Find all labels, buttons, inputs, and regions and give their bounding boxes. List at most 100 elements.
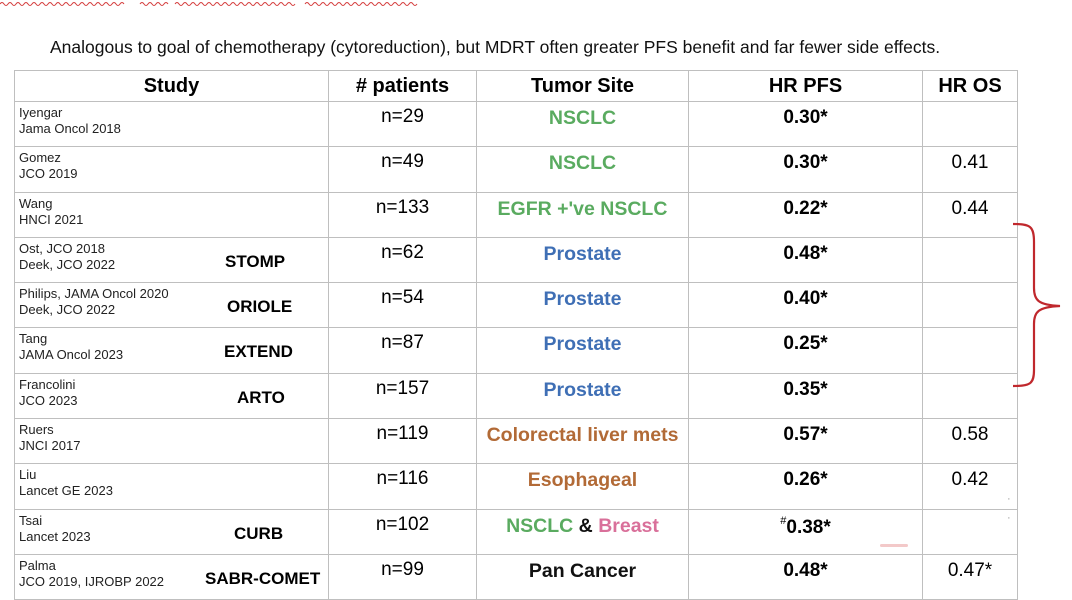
header-tumor-site: Tumor Site xyxy=(476,70,689,102)
trial-name: SABR-COMET xyxy=(205,568,321,588)
hr-pfs-cell: 0.22* xyxy=(688,191,923,238)
tumor-site-cell: EGFR +'ve NSCLC xyxy=(476,191,689,238)
tumor-site-cell: NSCLC & Breast xyxy=(476,508,689,555)
patients-cell: n=54 xyxy=(328,282,477,329)
study-reference-line2: Lancet 2023 xyxy=(19,528,91,544)
header-study: Study xyxy=(14,70,329,102)
trial-name: STOMP xyxy=(225,251,286,271)
study-reference-line2: JCO 2023 xyxy=(19,392,78,408)
prostate-group-brace xyxy=(1012,222,1061,388)
study-reference-line1: Liu xyxy=(19,467,37,483)
table-row: Ost, JCO 2018 Deek, JCO 2022 STOMP n=62 Pros… xyxy=(14,236,1018,284)
tumor-site-cell: Prostate xyxy=(476,327,689,374)
hr-pfs-footnote-mark: # xyxy=(780,514,787,527)
table-body: Iyengar Jama Oncol 2018 n=29 NSCLC 0.30* Gome… xyxy=(14,100,1018,600)
tumor-site-cell: Prostate xyxy=(476,282,689,329)
tumor-site-part: Breast xyxy=(598,514,659,537)
table-row: Palma JCO 2019, IJROBP 2022 SABR-COMET n=99… xyxy=(14,553,1018,600)
hr-os-cell: 0.47* xyxy=(922,553,1018,600)
study-reference: Iyengar Jama Oncol 2018 xyxy=(19,105,121,137)
cropped-edge-mark: · xyxy=(1007,493,1011,505)
patients-cell: n=133 xyxy=(328,191,477,238)
hr-pfs-cell: 0.57* xyxy=(688,418,923,465)
patients-cell: n=87 xyxy=(328,327,477,374)
tumor-site-label: Prostate xyxy=(543,242,622,265)
tumor-site-cell: Esophageal xyxy=(476,463,689,510)
patients-cell: n=157 xyxy=(328,372,477,420)
study-reference-line2: Deek, JCO 2022 xyxy=(19,302,116,318)
trial-name: EXTEND xyxy=(224,342,293,362)
table-row: Ruers JNCI 2017 n=119 Colorectal liver mets… xyxy=(14,418,1018,465)
hr-pfs-cell: 0.40* xyxy=(688,282,923,329)
hr-os-cell: 0.58 xyxy=(922,418,1018,465)
study-reference-line1: Tang xyxy=(19,331,48,347)
hr-pfs-value: 0.35* xyxy=(783,378,828,400)
study-reference-line2: Deek, JCO 2022 xyxy=(19,256,116,272)
hr-os-cell xyxy=(922,372,1018,420)
study-cell: Ruers JNCI 2017 xyxy=(14,418,329,465)
hr-pfs-value: 0.48* xyxy=(783,559,828,581)
hr-os-cell xyxy=(922,236,1018,284)
slide-caption: Analogous to goal of chemotherapy (cytor… xyxy=(50,37,941,57)
study-reference-line1: Ost, JCO 2018 xyxy=(19,240,105,256)
table-row: Wang HNCI 2021 n=133 EGFR +'ve NSCLC 0.22* 0.… xyxy=(14,191,1018,238)
red-annotation-fragment xyxy=(880,544,908,547)
hr-pfs-value: 0.57* xyxy=(783,424,828,446)
study-cell: Liu Lancet GE 2023 xyxy=(14,463,329,510)
hr-os-cell: 0.44 xyxy=(922,191,1018,238)
study-reference-line2: JAMA Oncol 2023 xyxy=(19,347,124,363)
tumor-site-part: NSCLC xyxy=(506,514,574,537)
study-cell: Tang JAMA Oncol 2023 EXTEND xyxy=(14,327,329,374)
study-reference-line1: Wang xyxy=(19,195,53,211)
hr-pfs-value: 0.22* xyxy=(783,197,828,219)
hr-os-cell xyxy=(922,508,1018,555)
hr-os-cell: 0.42 xyxy=(922,463,1018,510)
hr-pfs-value: 0.26* xyxy=(783,469,828,491)
study-reference: Liu Lancet GE 2023 xyxy=(19,467,113,499)
study-reference-line1: Francolini xyxy=(19,376,76,392)
tumor-site-label: Pan Cancer xyxy=(528,559,637,582)
study-reference: Philips, JAMA Oncol 2020 Deek, JCO 2022 xyxy=(19,286,169,318)
study-reference-line1: Iyengar xyxy=(19,105,63,120)
tumor-site-label: NSCLC xyxy=(548,152,617,175)
study-reference: Tang JAMA Oncol 2023 xyxy=(19,331,123,363)
study-reference-line1: Ruers xyxy=(19,422,54,438)
tumor-site-label: Prostate xyxy=(543,333,622,356)
patients-cell: n=29 xyxy=(328,100,477,148)
header-patients: # patients xyxy=(328,70,477,102)
hr-pfs-cell: 0.25* xyxy=(688,327,923,374)
study-cell: Gomez JCO 2019 xyxy=(14,146,329,193)
hr-pfs-cell: 0.48* xyxy=(688,236,923,284)
patients-cell: n=99 xyxy=(328,553,477,600)
hr-pfs-cell: 0.48* xyxy=(688,553,923,600)
study-reference-line1: Tsai xyxy=(19,512,43,528)
hr-pfs-value: 0.38* xyxy=(786,516,831,538)
study-cell: Palma JCO 2019, IJROBP 2022 SABR-COMET xyxy=(14,553,329,600)
hr-os-cell xyxy=(922,282,1018,329)
study-cell: Ost, JCO 2018 Deek, JCO 2022 STOMP xyxy=(14,236,329,284)
hr-pfs-value: 0.48* xyxy=(783,242,828,264)
trial-name: CURB xyxy=(234,523,284,543)
tumor-site-label: EGFR +'ve NSCLC xyxy=(497,197,668,220)
hr-pfs-value: 0.25* xyxy=(783,333,828,355)
table-row: Francolini JCO 2023 ARTO n=157 Prostate 0.35* xyxy=(14,372,1018,420)
hr-pfs-value: 0.40* xyxy=(783,288,828,310)
study-cell: Philips, JAMA Oncol 2020 Deek, JCO 2022 OR… xyxy=(14,282,329,329)
tumor-site-part: & xyxy=(573,514,599,537)
trials-table: Study # patients Tumor Site HR PFS HR OS… xyxy=(14,70,1018,600)
header-hr-os: HR OS xyxy=(922,70,1018,102)
tumor-site-cell: Prostate xyxy=(476,236,689,284)
study-reference-line2: JCO 2019 xyxy=(19,166,78,182)
study-reference: Gomez JCO 2019 xyxy=(19,150,78,182)
tumor-site-cell: Colorectal liver mets xyxy=(476,418,689,465)
tumor-site-label: Esophageal xyxy=(527,469,638,492)
patients-cell: n=119 xyxy=(328,418,477,465)
hr-pfs-value: 0.30* xyxy=(783,152,828,174)
study-reference-line1: Philips, JAMA Oncol 2020 xyxy=(19,286,169,302)
study-cell: Iyengar Jama Oncol 2018 xyxy=(14,100,329,148)
study-reference: Tsai Lancet 2023 xyxy=(19,513,91,545)
tumor-site-label: Prostate xyxy=(543,378,622,401)
study-reference: Ost, JCO 2018 Deek, JCO 2022 xyxy=(19,241,115,273)
study-reference-line1: Gomez xyxy=(19,150,61,166)
trial-name: ORIOLE xyxy=(227,297,293,317)
